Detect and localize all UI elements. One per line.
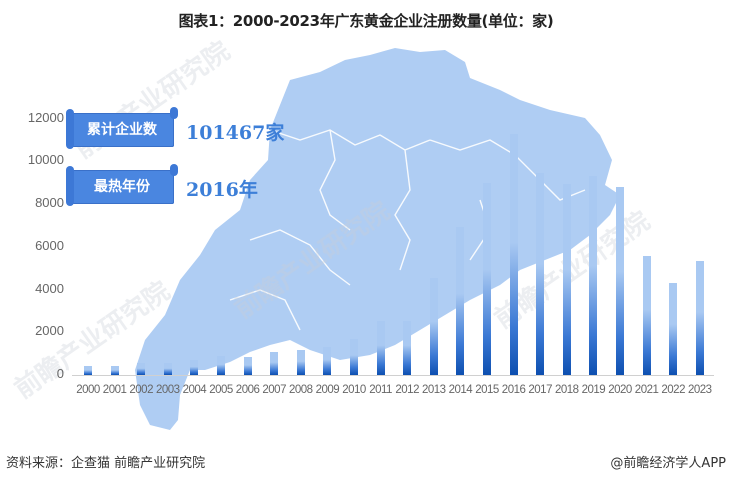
x-tick: 2016 — [501, 384, 526, 396]
x-tick: 2008 — [289, 384, 313, 396]
bar-2018 — [562, 184, 571, 375]
bar-2023 — [695, 260, 704, 375]
bar-2015 — [483, 183, 491, 375]
hottest-year-value: 2016年 — [186, 179, 258, 201]
x-tick: 2023 — [688, 384, 712, 396]
bar-2007 — [270, 351, 279, 375]
x-tick: 2015 — [475, 384, 499, 396]
bar-2012 — [403, 320, 412, 375]
bar-2000 — [84, 366, 92, 375]
x-tick: 2012 — [395, 384, 419, 396]
bar-2021 — [642, 255, 651, 375]
x-tick: 2003 — [156, 384, 180, 396]
y-tick: 4000 — [35, 281, 64, 296]
x-tick: 2001 — [102, 384, 127, 396]
x-tick: 2007 — [262, 384, 286, 396]
x-tick: 2005 — [209, 384, 233, 396]
x-tick: 2014 — [448, 384, 473, 396]
bar-2013 — [429, 277, 438, 375]
card-total-enterprises: 累计企业数 — [66, 107, 178, 149]
x-tick: 2006 — [235, 384, 260, 396]
bar-2001 — [110, 366, 119, 375]
x-tick: 2021 — [634, 384, 659, 396]
y-tick: 2000 — [35, 323, 64, 338]
bar-2019 — [589, 175, 598, 375]
bar-2005 — [217, 355, 225, 375]
y-tick: 0 — [56, 366, 64, 381]
card-label: 累计企业数 — [87, 122, 157, 138]
bar-2016 — [509, 133, 518, 375]
x-tick: 2013 — [422, 384, 446, 396]
credit-note: @前瞻经济学人APP — [610, 456, 726, 471]
bar-2011 — [376, 320, 385, 375]
bar-2010 — [350, 338, 358, 375]
bar-2006 — [243, 356, 252, 375]
x-tick: 2004 — [182, 384, 207, 396]
bar-2022 — [669, 283, 678, 375]
bar-2014 — [456, 226, 465, 375]
x-tick: 2017 — [528, 384, 552, 396]
y-tick: 10000 — [27, 152, 64, 167]
x-axis-line — [72, 375, 714, 376]
x-tick: 2009 — [315, 384, 340, 396]
x-tick: 2002 — [129, 384, 153, 396]
chart-title: 图表1：2000-2023年广东黄金企业注册数量(单位：家) — [178, 12, 554, 30]
bar-2004 — [190, 360, 199, 375]
card-hottest-year: 最热年份 — [66, 164, 178, 206]
x-tick: 2011 — [369, 384, 392, 396]
x-tick: 2018 — [555, 384, 579, 396]
bar-2002 — [137, 363, 146, 375]
bar-2003 — [163, 363, 172, 375]
x-tick: 2019 — [581, 384, 606, 396]
y-tick: 6000 — [35, 238, 64, 253]
bar-2009 — [323, 347, 332, 375]
y-tick: 8000 — [35, 195, 64, 210]
bar-2020 — [616, 187, 624, 375]
source-note: 资料来源：企查猫 前瞻产业研究院 — [6, 456, 206, 471]
card-label: 最热年份 — [94, 179, 150, 195]
x-tick: 2020 — [608, 384, 632, 396]
x-tick: 2022 — [661, 384, 685, 396]
x-tick: 2010 — [342, 384, 366, 396]
bar-2008 — [296, 350, 305, 375]
x-tick: 2000 — [76, 384, 100, 396]
bar-2017 — [536, 173, 545, 375]
total-enterprises-value: 101467家 — [186, 122, 285, 144]
y-tick: 12000 — [27, 110, 64, 125]
